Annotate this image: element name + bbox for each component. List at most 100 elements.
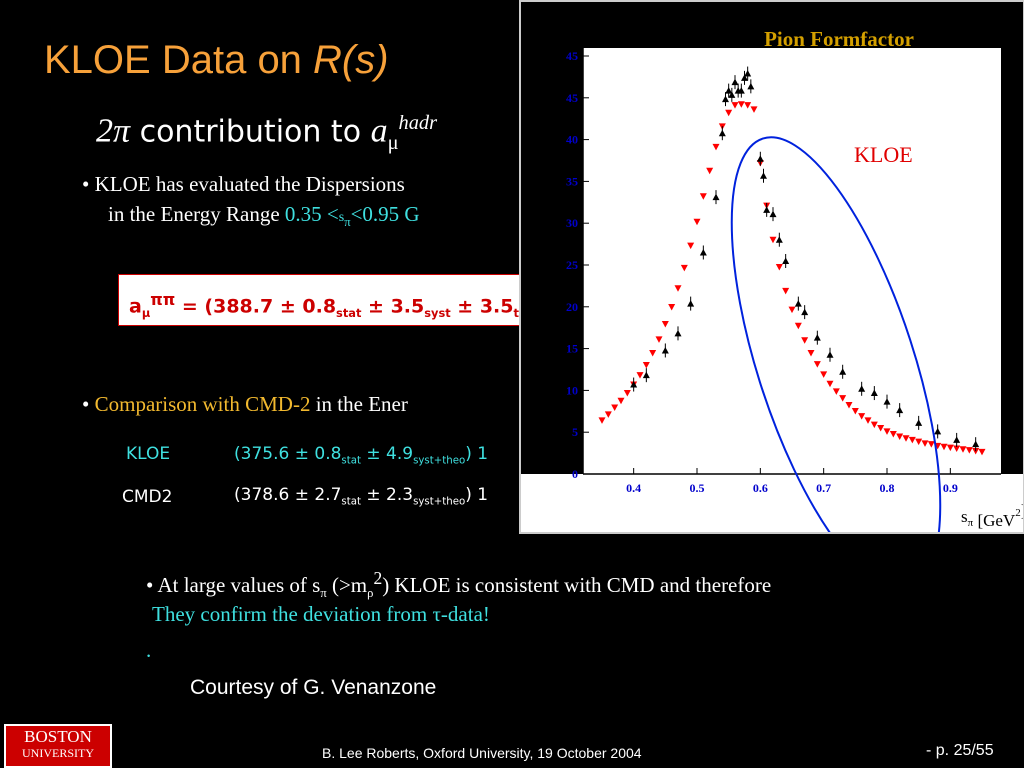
formula-a: a xyxy=(129,295,142,318)
subtitle-text: contribution to xyxy=(130,114,371,150)
kloe-point xyxy=(965,447,973,454)
cmd2-point xyxy=(642,371,650,379)
cmd2-point xyxy=(699,248,707,256)
cmd2-point xyxy=(725,87,733,94)
kloe-point xyxy=(642,361,650,369)
kloe-point xyxy=(845,401,853,409)
kloe-pm-1: ± xyxy=(289,444,315,464)
kloe-central: (375.6 xyxy=(234,444,290,464)
chart-annotation: KLOE xyxy=(854,142,913,167)
kloe-syst: 4.9 xyxy=(386,444,414,464)
subtitle-hadr: hadr xyxy=(398,112,438,134)
logo-line-2: UNIVERSITY xyxy=(22,746,94,760)
bullet-3-pi: π xyxy=(320,586,327,601)
kloe-syst-label: syst+theo xyxy=(413,455,466,467)
cmd2-point xyxy=(712,193,720,201)
bullet-3-line-1: • At large values of sπ (>mρ2) KLOE is c… xyxy=(146,568,771,601)
bullet-3-rest: ) KLOE is consistent with CMD and theref… xyxy=(382,573,772,597)
bullet-1-line-2: in the Energy Range 0.35 <sπ<0.95 G xyxy=(108,202,420,230)
kloe-point xyxy=(826,380,834,388)
y-tick-label: 25 xyxy=(566,258,578,272)
bullet-2-marker: • xyxy=(82,392,95,416)
cmd2-point xyxy=(661,346,669,354)
cmd2-point xyxy=(915,419,923,426)
bullet-1-range-low: 0.35 < xyxy=(284,202,339,226)
bullet-1-line-1: • KLOE has evaluated the Dispersions xyxy=(82,172,405,196)
bullet-1-pi: π xyxy=(344,215,351,230)
kloe-point xyxy=(712,143,720,151)
cmd2-point xyxy=(839,368,847,375)
bullet-1-range-high: <0.95 G xyxy=(350,202,420,226)
kloe-pm-2: ± xyxy=(360,444,387,464)
slide-title: KLOE Data on R(s) xyxy=(44,38,389,83)
kloe-point xyxy=(769,236,777,244)
kloe-point xyxy=(908,436,916,444)
kloe-point xyxy=(655,336,663,343)
subtitle-mu: μ xyxy=(387,132,399,155)
kloe-point xyxy=(883,428,891,435)
cmd2-point xyxy=(744,70,752,77)
kloe-point xyxy=(832,388,840,395)
formula-pipi: ππ xyxy=(150,290,176,309)
kloe-row-label: KLOE xyxy=(126,444,171,464)
kloe-point xyxy=(598,417,606,424)
bullet-3-m: (>m xyxy=(326,573,368,597)
cmd2-point xyxy=(769,210,777,218)
cmd2-point xyxy=(718,129,726,137)
x-axis-label-part: ] xyxy=(1021,501,1023,520)
kloe-point xyxy=(870,421,878,429)
x-axis-label-part: 2 xyxy=(1015,507,1021,519)
boston-university-logo: BOSTON UNIVERSITY xyxy=(4,724,112,768)
bullet-2: • Comparison with CMD-2 in the Ener xyxy=(82,392,408,417)
y-tick-label: 30 xyxy=(566,216,578,230)
kloe-point xyxy=(649,350,657,357)
cmd2-point xyxy=(953,436,961,443)
cmd2-point xyxy=(687,300,695,307)
cmd2-point xyxy=(722,95,729,103)
cmd2-point xyxy=(775,236,783,243)
x-axis-label-part: s xyxy=(961,507,968,526)
kloe-point xyxy=(813,361,821,368)
kloe-point xyxy=(611,404,619,412)
kloe-point xyxy=(636,372,644,379)
cmd2-point xyxy=(870,389,878,397)
kloe-point xyxy=(737,101,745,108)
x-axis-label-part: π xyxy=(968,517,974,529)
y-tick-label: 45 xyxy=(566,91,578,105)
cmd2-row-value: (378.6 ± 2.7stat ± 2.3syst+theo) 1 xyxy=(234,485,488,507)
kloe-point xyxy=(858,413,866,420)
x-tick-label: 0.4 xyxy=(626,481,641,495)
trailing-dot: . xyxy=(146,638,152,662)
kloe-point xyxy=(902,435,910,442)
kloe-point xyxy=(693,218,701,226)
title-text: KLOE Data on xyxy=(44,38,314,82)
kloe-point xyxy=(744,102,752,109)
cmd2-point xyxy=(826,351,834,358)
cmd2-point xyxy=(741,74,748,81)
kloe-point xyxy=(782,287,790,295)
kloe-point xyxy=(687,242,695,250)
formula-mu: μ xyxy=(141,306,151,321)
kloe-point xyxy=(959,446,967,453)
cmd2-stat: 2.7 xyxy=(314,485,342,505)
bullet-1-prefix: in the Energy Range xyxy=(108,202,285,226)
kloe-point xyxy=(953,445,961,452)
cmd2-pm-2: ± xyxy=(360,485,387,505)
cmd2-point xyxy=(813,334,821,341)
bullet-3-line-2: They confirm the deviation from τ-data! xyxy=(152,602,490,626)
y-tick-label: 15 xyxy=(566,342,578,356)
cmd2-syst-label: syst+theo xyxy=(413,496,466,508)
kloe-point xyxy=(699,193,707,200)
x-tick-label: 0.5 xyxy=(690,481,705,495)
kloe-point xyxy=(915,438,923,446)
kloe-row-value: (375.6 ± 0.8stat ± 4.9syst+theo) 1 xyxy=(234,444,488,466)
kloe-point xyxy=(820,371,828,378)
bullet-2-comparison: Comparison with CMD-2 xyxy=(94,392,311,416)
cmd2-point xyxy=(794,300,802,307)
formula-box: aμππ = (388.7 ± 0.8stat ± 3.5syst ± 3.5t… xyxy=(118,274,550,326)
cmd2-point xyxy=(747,82,755,90)
subtitle-2pi: 2π xyxy=(96,112,131,150)
formula-stat-label: stat xyxy=(336,306,362,321)
kloe-point xyxy=(896,433,904,441)
cmd2-point xyxy=(858,385,866,392)
